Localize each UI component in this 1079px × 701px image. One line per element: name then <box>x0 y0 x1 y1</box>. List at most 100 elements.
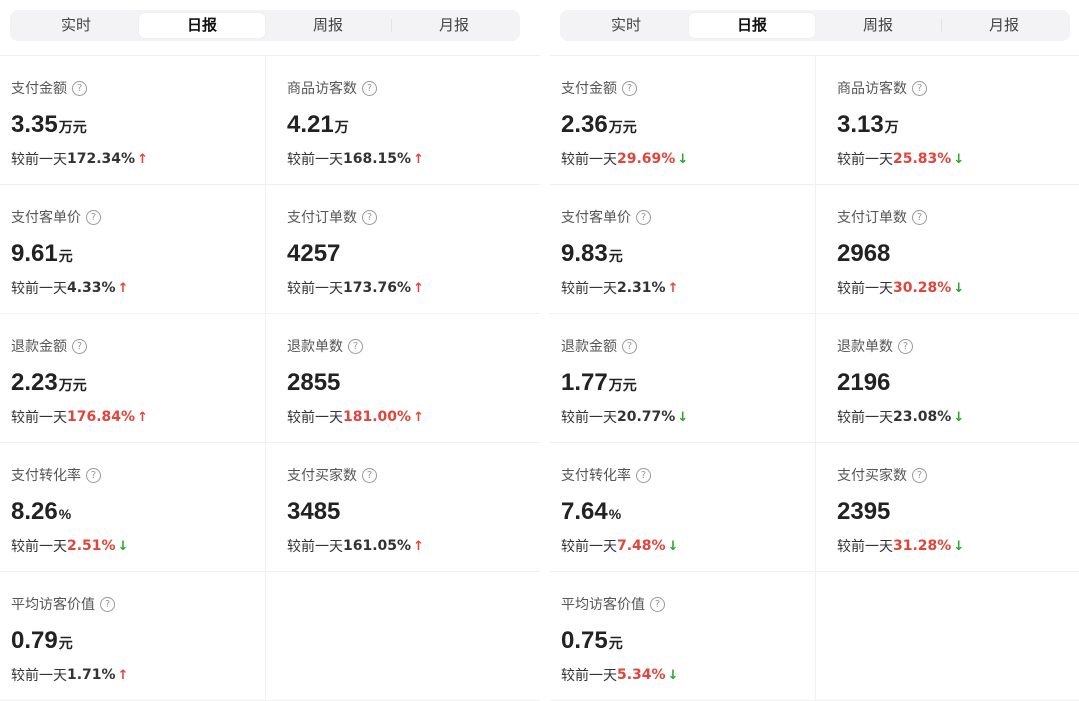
metric-change: 较前一天 31.28% ↓ <box>837 536 964 556</box>
help-icon[interactable]: ? <box>86 209 101 225</box>
value-number: 2.23 <box>11 369 58 396</box>
value-unit: 元 <box>608 248 623 264</box>
help-icon[interactable]: ? <box>72 338 87 354</box>
metric-label: 支付订单数? <box>837 207 927 227</box>
change-prefix: 较前一天 <box>11 539 67 555</box>
value-number: 4.21 <box>287 111 334 138</box>
tab-2[interactable]: 周报 <box>862 16 893 34</box>
metric-name: 支付客单价 <box>561 210 631 226</box>
metric-label: 退款单数? <box>287 336 363 356</box>
tab-2[interactable]: 周报 <box>312 16 343 34</box>
period-tabs: 实时 日报 周报 月报 <box>560 10 1070 41</box>
arrow-down-icon: ↓ <box>953 538 965 554</box>
help-icon[interactable]: ? <box>912 467 927 483</box>
metrics-grid: 支付金额? 2.36万元 较前一天 29.69% ↓ 商品访客数? 3.13万 较前一天 25.… <box>550 56 1079 701</box>
metric-card <box>265 572 540 700</box>
metric-card <box>815 572 1079 700</box>
value-number: 4257 <box>287 240 341 267</box>
metric-value: 2.36万元 <box>561 111 637 139</box>
change-percent: 23.08% <box>893 409 952 425</box>
metric-card: 商品访客数? 3.13万 较前一天 25.83% ↓ <box>815 56 1079 184</box>
metric-label: 平均访客价值? <box>11 594 115 614</box>
metric-change: 较前一天 25.83% ↓ <box>837 149 964 169</box>
arrow-down-icon: ↓ <box>677 409 689 425</box>
help-icon[interactable]: ? <box>362 209 377 225</box>
change-prefix: 较前一天 <box>837 152 893 168</box>
value-unit: 元 <box>58 635 73 651</box>
help-icon[interactable]: ? <box>650 596 665 612</box>
metric-change: 较前一天 168.15% ↑ <box>287 149 424 169</box>
help-icon[interactable]: ? <box>912 80 927 96</box>
value-number: 9.61 <box>11 240 58 267</box>
metric-card: 支付转化率? 8.26% 较前一天 2.51% ↓ <box>0 443 265 571</box>
metric-change: 较前一天 173.76% ↑ <box>287 278 424 298</box>
help-icon[interactable]: ? <box>622 338 637 354</box>
help-icon[interactable]: ? <box>636 467 651 483</box>
change-prefix: 较前一天 <box>561 152 617 168</box>
arrow-up-icon: ↑ <box>137 409 148 425</box>
value-number: 2.36 <box>561 111 608 138</box>
arrow-up-icon: ↑ <box>413 409 424 425</box>
metric-value: 0.79元 <box>11 627 73 655</box>
help-icon[interactable]: ? <box>72 80 87 96</box>
metric-change: 较前一天 30.28% ↓ <box>837 278 964 298</box>
value-number: 3.13 <box>837 111 884 138</box>
metric-label: 支付买家数? <box>287 465 377 485</box>
help-icon[interactable]: ? <box>622 80 637 96</box>
change-prefix: 较前一天 <box>561 281 617 297</box>
value-number: 2395 <box>837 498 891 525</box>
change-percent: 173.76% <box>343 280 412 296</box>
metric-change: 较前一天 4.33% ↑ <box>11 278 128 298</box>
metric-name: 支付买家数 <box>837 468 907 484</box>
help-icon[interactable]: ? <box>348 338 363 354</box>
metric-card: 退款金额? 2.23万元 较前一天 176.84% ↑ <box>0 314 265 442</box>
arrow-up-icon: ↑ <box>137 151 148 167</box>
value-unit: % <box>608 506 622 522</box>
value-number: 2196 <box>837 369 891 396</box>
metric-card: 支付金额? 2.36万元较前一天 29.69% ↓ <box>550 56 815 184</box>
metric-change: 较前一天 1.71% ↑ <box>11 665 128 685</box>
metric-name: 退款单数 <box>287 339 343 355</box>
value-number: 0.79 <box>11 627 58 654</box>
help-icon[interactable]: ? <box>100 596 115 612</box>
help-icon[interactable]: ? <box>362 467 377 483</box>
metrics-row: 支付金额? 2.36万元 较前一天 29.69% ↓ 商品访客数? 3.13万 较前一天 25.… <box>550 56 1079 185</box>
value-number: 2855 <box>287 369 341 396</box>
tab-3[interactable]: 月报 <box>941 13 1067 38</box>
tab-3[interactable]: 月报 <box>391 13 517 38</box>
metric-label: 支付金额? <box>561 78 637 98</box>
metric-label: 支付转化率? <box>11 465 101 485</box>
metric-card: 支付买家数? 2395 较前一天 31.28% ↓ <box>815 443 1079 571</box>
metric-name: 支付转化率 <box>561 468 631 484</box>
change-percent: 30.28% <box>893 280 952 296</box>
metric-change: 较前一天 161.05% ↑ <box>287 536 424 556</box>
change-prefix: 较前一天 <box>837 539 893 555</box>
metric-change: 较前一天 181.00% ↑ <box>287 407 424 427</box>
arrow-down-icon: ↓ <box>117 538 129 554</box>
change-percent: 29.69% <box>617 151 676 167</box>
help-icon[interactable]: ? <box>86 467 101 483</box>
change-prefix: 较前一天 <box>287 281 343 297</box>
tab-1[interactable]: 日报 <box>139 13 265 38</box>
metric-value: 3.13万 <box>837 111 899 139</box>
metric-change: 较前一天 29.69% ↓ <box>561 149 688 169</box>
metric-label: 退款金额? <box>561 336 637 356</box>
metrics-row: 支付转化率? 7.64% 较前一天 7.48% ↓ 支付买家数? 2395 较前一天 31.28… <box>550 443 1079 572</box>
change-percent: 176.84% <box>67 409 136 425</box>
tab-0[interactable]: 实时 <box>60 16 91 34</box>
value-unit: 万 <box>334 119 349 135</box>
metrics-row: 支付转化率? 8.26% 较前一天 2.51% ↓ 支付买家数? 3485 较前一天 161.0… <box>0 443 540 572</box>
tab-0[interactable]: 实时 <box>610 16 641 34</box>
tab-1[interactable]: 日报 <box>689 13 815 38</box>
value-number: 1.77 <box>561 369 608 396</box>
help-icon[interactable]: ? <box>898 338 913 354</box>
metric-label: 退款单数? <box>837 336 913 356</box>
metric-label: 支付订单数? <box>287 207 377 227</box>
help-icon[interactable]: ? <box>362 80 377 96</box>
change-prefix: 较前一天 <box>287 410 343 426</box>
metric-name: 平均访客价值 <box>11 597 95 613</box>
help-icon[interactable]: ? <box>912 209 927 225</box>
value-unit: 万元 <box>58 377 87 393</box>
help-icon[interactable]: ? <box>636 209 651 225</box>
change-percent: 20.77% <box>617 409 676 425</box>
